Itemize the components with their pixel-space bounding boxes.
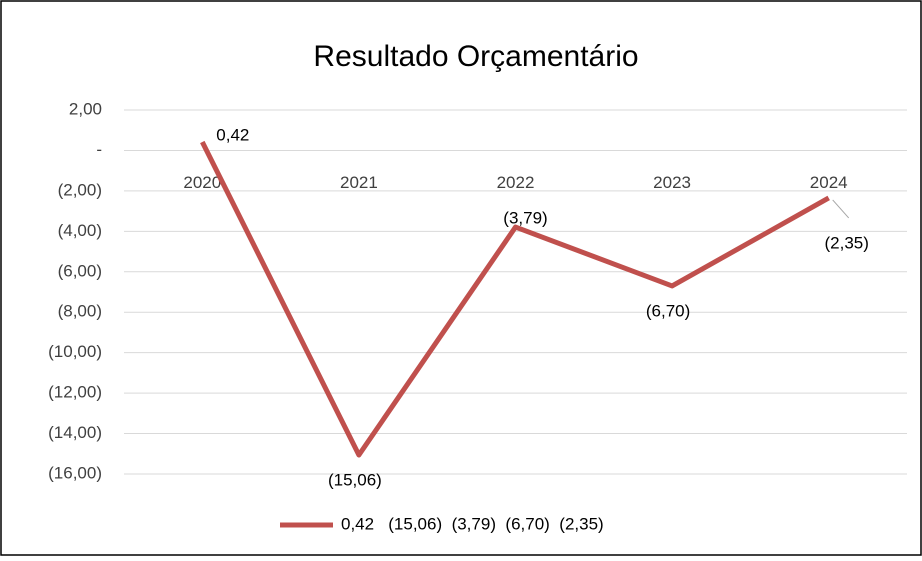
- x-tick-label: 2023: [653, 173, 691, 192]
- y-tick-label: (14,00): [48, 423, 102, 442]
- y-tick-label: (2,00): [58, 180, 102, 199]
- data-label: 0,42: [216, 125, 249, 144]
- y-tick-label: 2,00: [69, 99, 102, 118]
- x-tick-label: 2021: [340, 173, 378, 192]
- x-tick-label: 2020: [183, 173, 221, 192]
- y-tick-label: (16,00): [48, 463, 102, 482]
- line-series: [200, 140, 830, 458]
- y-tick-label: (12,00): [48, 383, 102, 402]
- y-tick-label: (6,00): [58, 261, 102, 280]
- data-label: (3,79): [503, 209, 547, 228]
- data-label: (2,35): [824, 233, 868, 252]
- leader-line: [832, 199, 850, 219]
- y-tick-label: -: [96, 140, 102, 159]
- chart-title: Resultado Orçamentário: [313, 40, 638, 73]
- x-tick-label: 2022: [497, 173, 535, 192]
- data-label: (6,70): [646, 301, 690, 320]
- legend-label: 0,42 (15,06) (3,79) (6,70) (2,35): [341, 514, 604, 533]
- x-tick-label: 2024: [810, 173, 848, 192]
- y-tick-label: (8,00): [58, 302, 102, 321]
- data-label: (15,06): [328, 470, 382, 489]
- y-tick-label: (10,00): [48, 342, 102, 361]
- y-tick-label: (4,00): [58, 221, 102, 240]
